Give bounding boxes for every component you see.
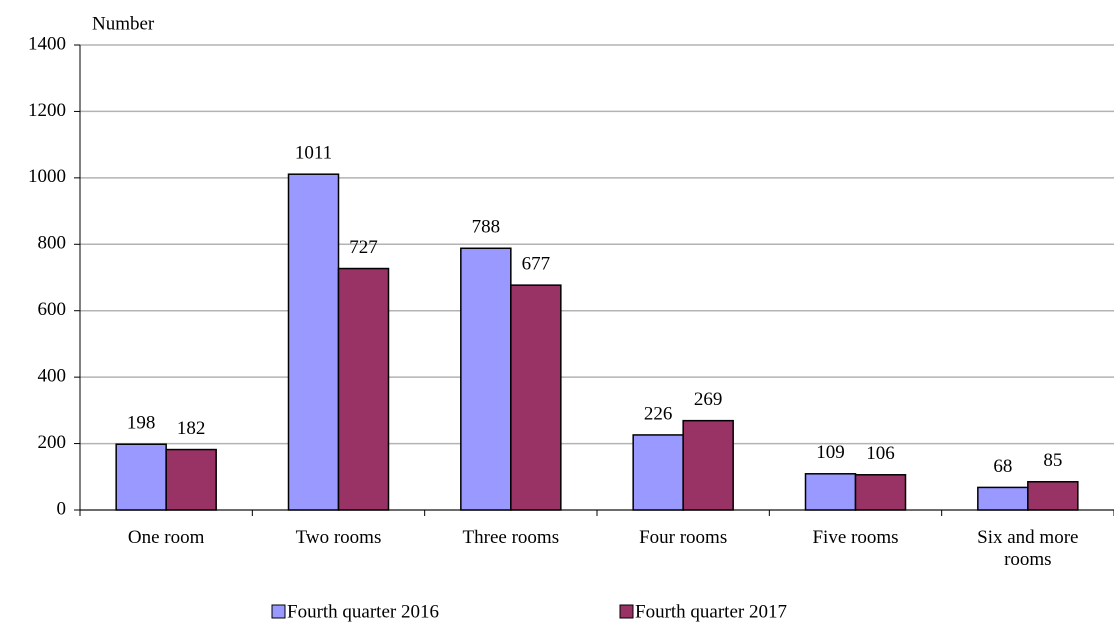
legend-label: Fourth quarter 2016 — [287, 601, 439, 622]
bar — [460, 247, 512, 511]
bar — [632, 434, 684, 511]
value-label: 182 — [177, 418, 206, 439]
bar — [682, 419, 734, 511]
bar — [510, 284, 562, 511]
value-label: 269 — [694, 389, 723, 410]
value-label: 85 — [1043, 450, 1062, 471]
x-tick-label: Four rooms — [639, 527, 728, 548]
x-tick-label: Two rooms — [295, 527, 382, 548]
value-label: 109 — [816, 442, 845, 463]
legend-swatch — [619, 604, 634, 619]
value-label: 727 — [349, 237, 378, 258]
value-label: 198 — [127, 413, 156, 434]
bar — [287, 173, 340, 511]
bar — [977, 486, 1029, 511]
value-label: 677 — [522, 253, 551, 274]
bar — [337, 267, 390, 511]
value-label: 226 — [644, 403, 673, 424]
legend-label: Fourth quarter 2017 — [635, 601, 787, 622]
bar — [854, 474, 907, 511]
x-tick-label: Five rooms — [812, 527, 899, 548]
value-label: 68 — [993, 456, 1012, 477]
y-axis-label: Number — [92, 13, 155, 34]
x-tick-label: Six and more rooms — [977, 527, 1079, 570]
value-label: 106 — [866, 443, 895, 464]
value-label: 788 — [472, 217, 501, 238]
x-tick-label: One room — [127, 527, 205, 548]
y-tick-label: 400 — [38, 366, 67, 387]
y-tick-label: 800 — [38, 233, 67, 254]
bar — [165, 448, 217, 511]
x-tick-label: Three rooms — [462, 527, 560, 548]
y-tick-label: 0 — [57, 498, 67, 519]
y-tick-label: 200 — [38, 432, 67, 453]
y-tick-label: 1200 — [28, 100, 66, 121]
bar — [115, 443, 167, 511]
value-label: 1011 — [295, 143, 332, 164]
y-tick-label: 1000 — [28, 166, 66, 187]
bar — [1027, 481, 1079, 511]
bar — [804, 473, 857, 511]
y-tick-label: 1400 — [28, 33, 66, 54]
y-tick-label: 600 — [38, 299, 67, 320]
legend-swatch — [271, 604, 286, 619]
